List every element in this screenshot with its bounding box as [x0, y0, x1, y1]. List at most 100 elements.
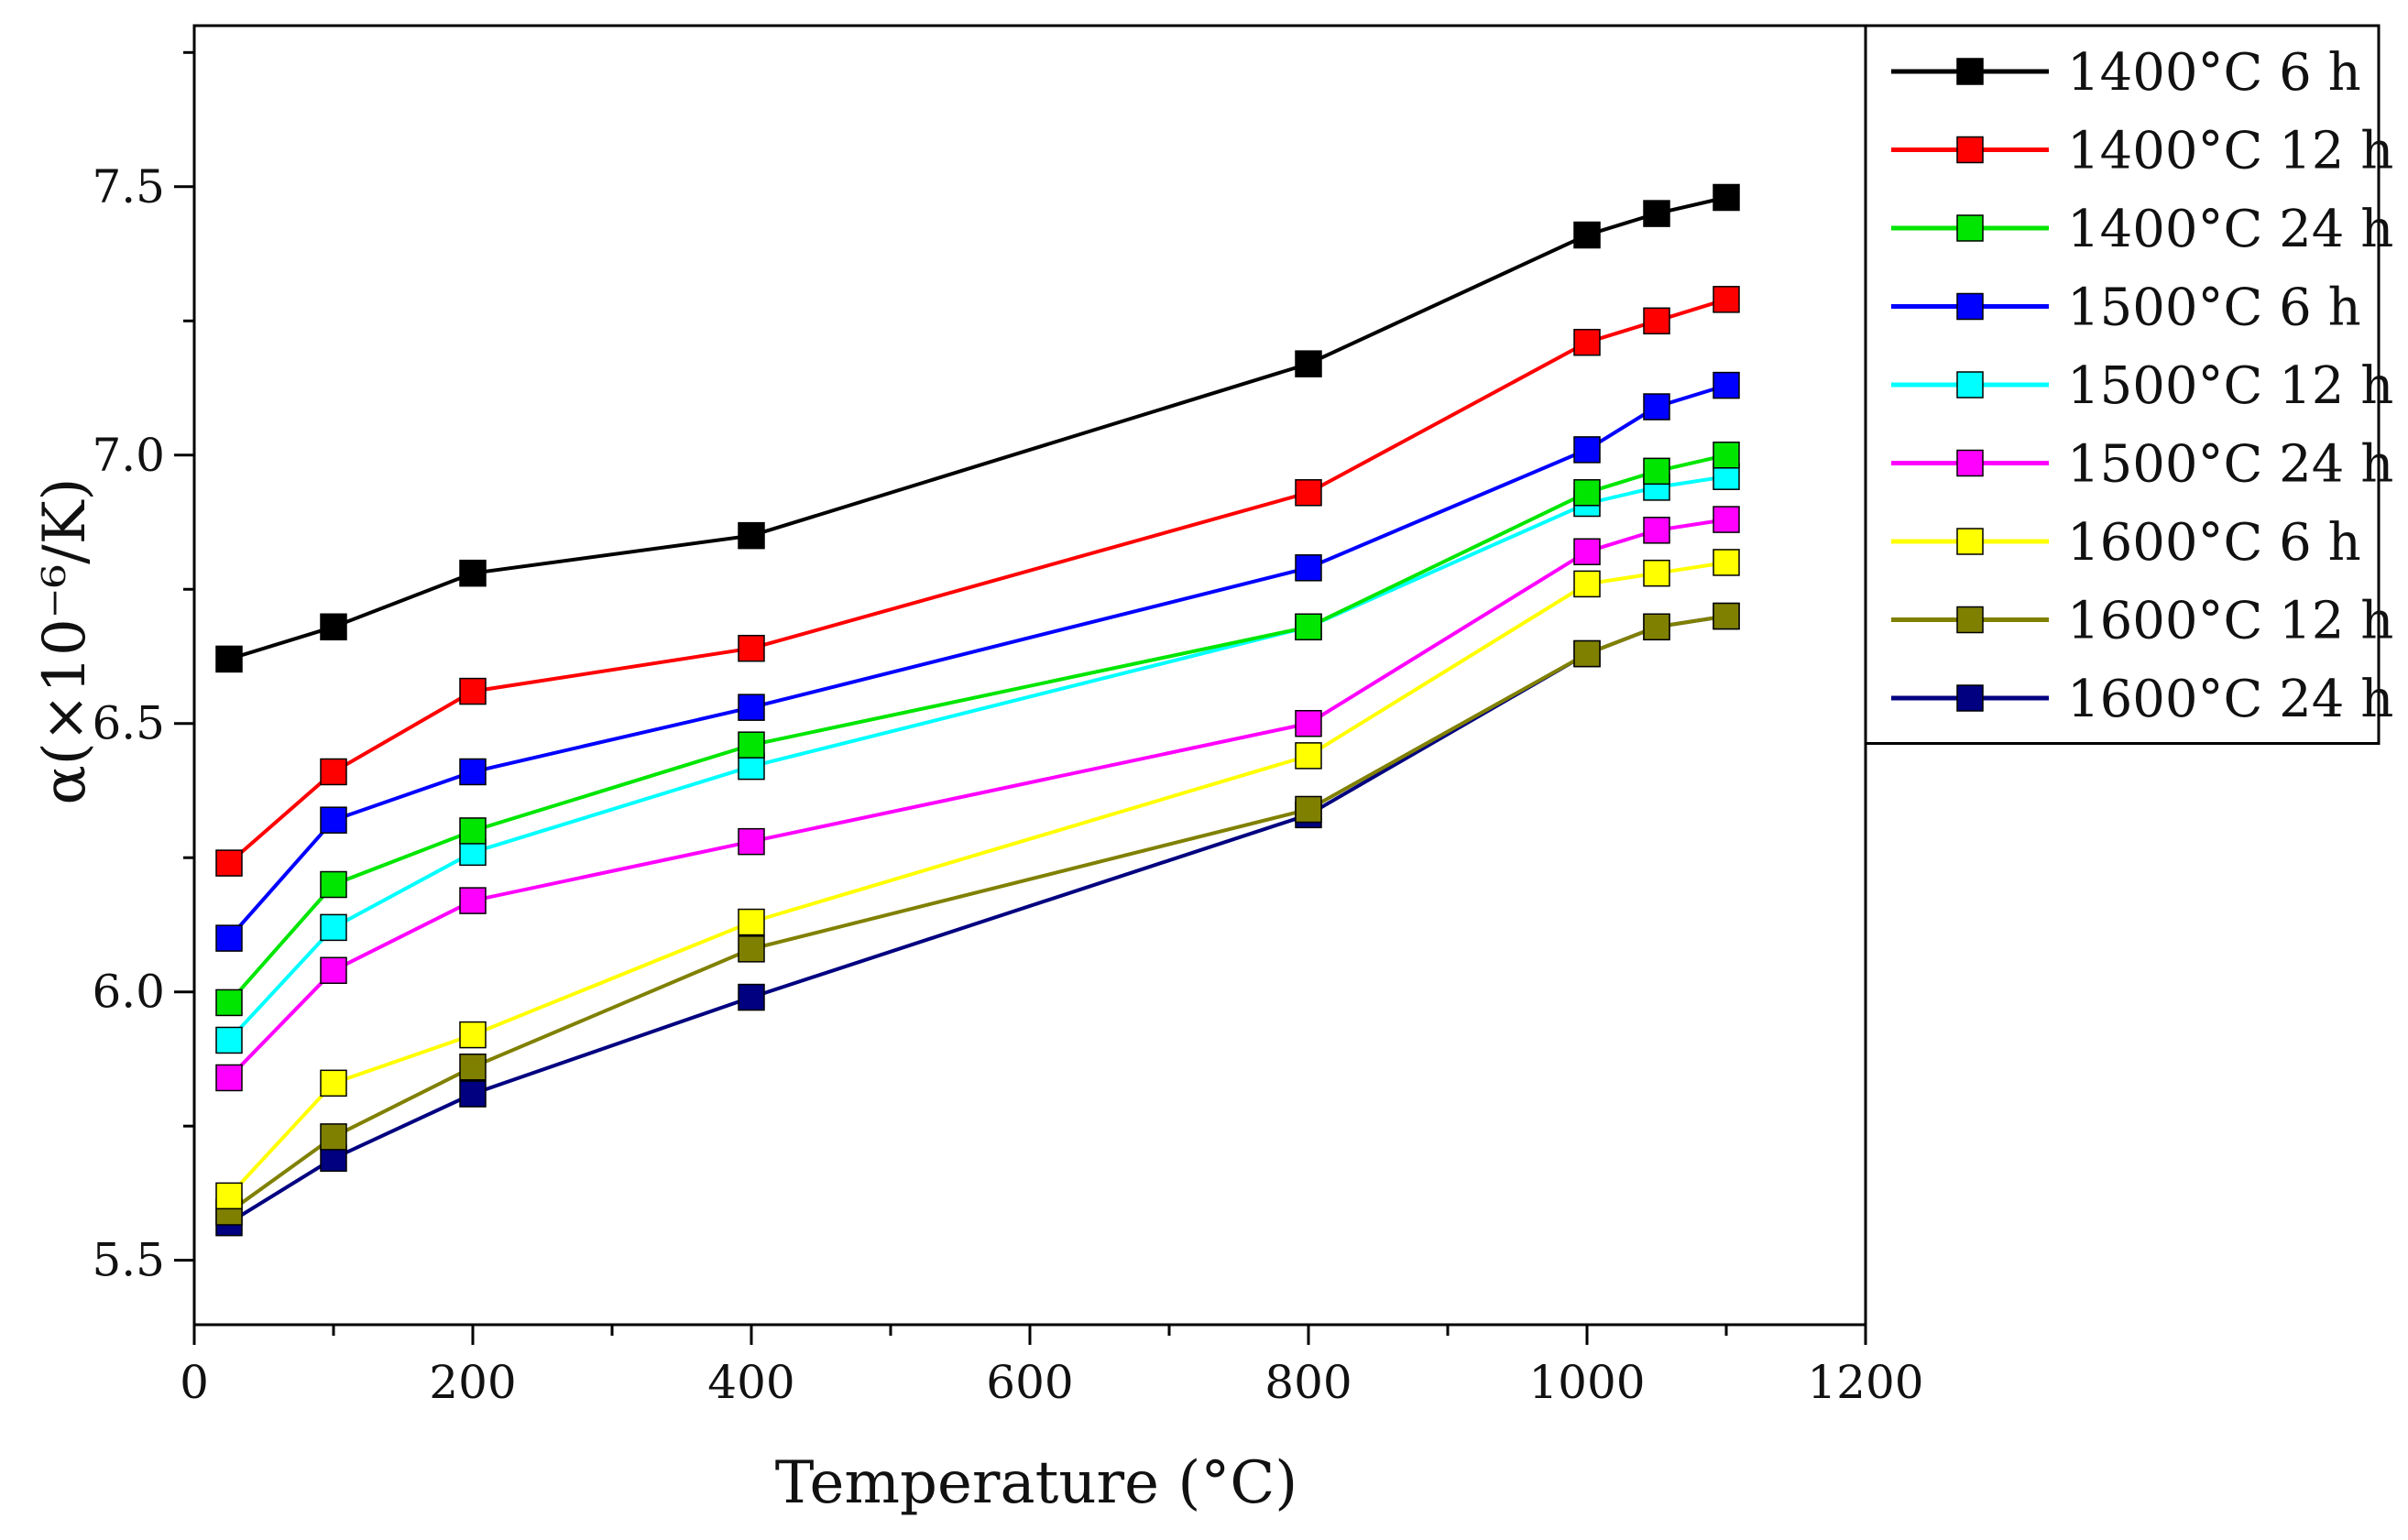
- series-1500-c-6-h: [215, 371, 1740, 952]
- data-point: [1573, 328, 1601, 356]
- legend-label: 1400°C 24 h: [2067, 200, 2393, 259]
- legend-label: 1500°C 12 h: [2067, 356, 2393, 416]
- data-point: [215, 1026, 243, 1054]
- legend-item: 1600°C 24 h: [1891, 670, 2393, 729]
- data-point: [738, 983, 765, 1011]
- data-point: [459, 817, 487, 845]
- data-point: [1643, 457, 1670, 486]
- legend-item: 1600°C 6 h: [1891, 513, 2361, 573]
- data-point: [1713, 549, 1740, 576]
- data-point: [215, 645, 243, 673]
- legend-marker: [1956, 684, 1984, 712]
- x-tick-label: 200: [429, 1356, 516, 1409]
- data-point: [738, 694, 765, 721]
- legend-label: 1400°C 12 h: [2067, 122, 2393, 181]
- legend-item: 1500°C 24 h: [1891, 435, 2393, 495]
- series-layer: [215, 183, 1740, 1237]
- data-point: [1573, 639, 1601, 668]
- plot-frame: [192, 24, 1867, 1327]
- data-point: [320, 1123, 347, 1151]
- data-point: [1573, 436, 1601, 464]
- data-point: [1295, 350, 1322, 377]
- legend-item: 1400°C 6 h: [1891, 43, 2361, 103]
- legend-marker: [1956, 292, 1984, 321]
- data-point: [215, 1064, 243, 1092]
- y-tick-label: 5.5: [92, 1234, 165, 1287]
- data-point: [320, 870, 347, 899]
- series-line: [227, 614, 1727, 1214]
- y-tick-label: 7.0: [92, 429, 165, 482]
- x-tick-label: 400: [707, 1356, 794, 1409]
- data-point: [1295, 795, 1322, 824]
- data-point: [1295, 742, 1322, 770]
- data-point: [738, 935, 765, 963]
- data-point: [1713, 371, 1740, 399]
- legend: 1400°C 6 h 1400°C 12 h 1400°C 24 h 1500°C 6…: [1864, 24, 2393, 745]
- data-point: [459, 1053, 487, 1081]
- series-line: [227, 453, 1727, 1004]
- data-point: [459, 887, 487, 914]
- series-line: [228, 195, 1727, 661]
- data-point: [1573, 570, 1601, 598]
- data-point: [1295, 554, 1322, 582]
- data-point: [459, 559, 487, 587]
- legend-label: 1500°C 6 h: [2067, 279, 2361, 338]
- x-tick-label: 800: [1264, 1356, 1352, 1409]
- data-point: [738, 908, 765, 936]
- legend-marker: [1956, 528, 1984, 555]
- plot-border: [192, 24, 1867, 1327]
- series-1500-c-12-h: [215, 463, 1740, 1054]
- series-line: [227, 475, 1727, 1042]
- data-point: [738, 731, 765, 759]
- series-1500-c-24-h: [215, 506, 1740, 1092]
- y-tick-label: 6.0: [92, 966, 165, 1019]
- legend-item: 1400°C 24 h: [1891, 200, 2393, 259]
- legend-item: 1400°C 12 h: [1891, 122, 2393, 181]
- legend-marker: [1956, 58, 1984, 85]
- legend-label: 1600°C 12 h: [2067, 592, 2393, 651]
- data-point: [1713, 506, 1740, 533]
- data-point: [320, 806, 347, 834]
- data-point: [1643, 559, 1670, 587]
- data-point: [1573, 221, 1601, 249]
- legend-label: 1400°C 6 h: [2067, 43, 2361, 103]
- data-point: [738, 521, 765, 550]
- data-point: [1643, 393, 1670, 420]
- data-point: [215, 924, 243, 952]
- legend-marker: [1956, 371, 1984, 399]
- data-point: [1295, 709, 1322, 737]
- series-1400-c-12-h: [215, 286, 1740, 877]
- legend-marker: [1956, 136, 1984, 164]
- x-tick-label: 1200: [1807, 1356, 1923, 1409]
- data-point: [738, 827, 765, 856]
- data-point: [215, 849, 243, 877]
- data-point: [1713, 286, 1740, 313]
- data-point: [215, 1182, 243, 1210]
- y-axis-ticks: 5.5 6.0 6.5 7.0 7.5: [92, 50, 194, 1287]
- data-point: [1295, 479, 1322, 507]
- data-point: [320, 1069, 347, 1098]
- data-point: [1713, 442, 1740, 469]
- data-point: [1643, 517, 1670, 544]
- legend-item: 1600°C 12 h: [1891, 592, 2393, 651]
- data-point: [1573, 479, 1601, 507]
- legend-label: 1600°C 24 h: [2067, 670, 2393, 729]
- data-point: [1643, 613, 1670, 641]
- x-tick-label: 0: [180, 1356, 209, 1409]
- data-point: [320, 913, 347, 942]
- y-tick-label: 7.5: [92, 160, 165, 213]
- data-point: [738, 634, 765, 662]
- series-1400-c-24-h: [215, 442, 1740, 1017]
- data-point: [320, 758, 347, 786]
- data-point: [215, 988, 243, 1017]
- y-tick-label: 6.5: [92, 697, 165, 750]
- data-point: [1573, 538, 1601, 565]
- series-1600-c-6-h: [215, 549, 1740, 1210]
- legend-label: 1600°C 6 h: [2067, 513, 2361, 573]
- data-point: [459, 1080, 487, 1108]
- x-axis-ticks: 0 200 400 600 800 1000 1200: [180, 1325, 1924, 1409]
- data-point: [320, 613, 347, 641]
- data-point: [1295, 613, 1322, 641]
- legend-marker: [1956, 606, 1984, 634]
